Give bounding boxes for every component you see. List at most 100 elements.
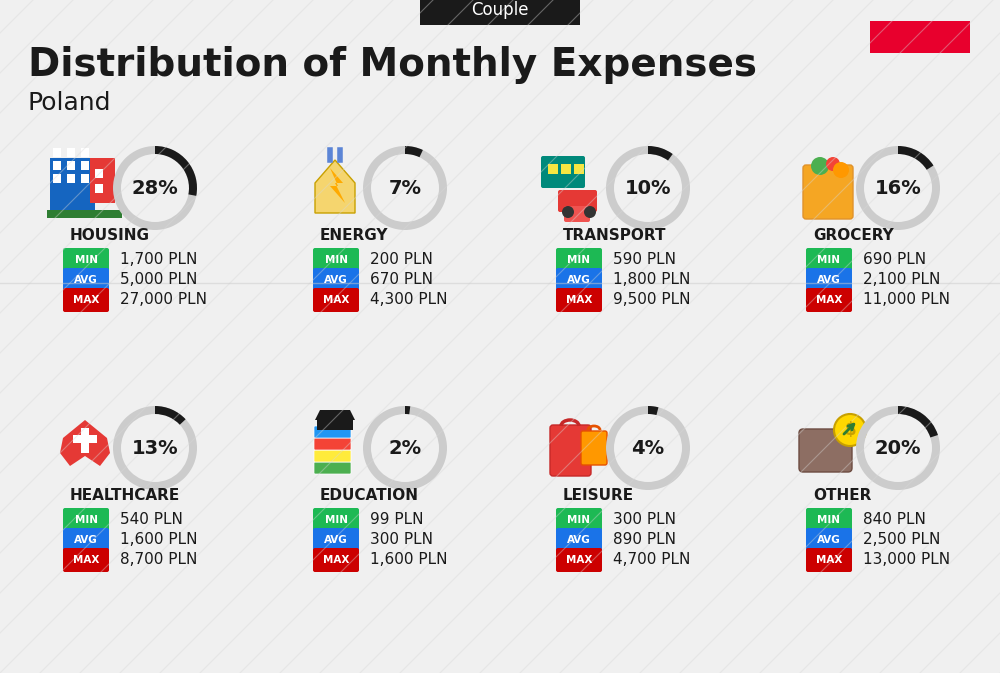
Text: 1,700 PLN: 1,700 PLN <box>120 252 197 267</box>
FancyBboxPatch shape <box>420 0 580 25</box>
Text: MAX: MAX <box>73 555 99 565</box>
FancyBboxPatch shape <box>574 164 584 174</box>
Text: MIN: MIN <box>324 515 348 525</box>
Text: AVG: AVG <box>74 535 98 545</box>
Text: AVG: AVG <box>324 535 348 545</box>
Text: MIN: MIN <box>74 255 98 265</box>
Text: MAX: MAX <box>566 555 592 565</box>
Text: 10%: 10% <box>625 178 671 197</box>
Text: AVG: AVG <box>324 275 348 285</box>
FancyBboxPatch shape <box>95 169 103 178</box>
Polygon shape <box>315 160 355 213</box>
Circle shape <box>584 206 596 218</box>
FancyBboxPatch shape <box>314 438 351 450</box>
Text: LEISURE: LEISURE <box>563 489 634 503</box>
Text: 20%: 20% <box>875 439 921 458</box>
Text: AVG: AVG <box>567 275 591 285</box>
Text: 300 PLN: 300 PLN <box>370 532 433 548</box>
Text: MAX: MAX <box>816 555 842 565</box>
Text: AVG: AVG <box>817 535 841 545</box>
Text: MIN: MIN <box>818 255 840 265</box>
Wedge shape <box>606 146 690 230</box>
FancyBboxPatch shape <box>558 190 597 212</box>
FancyBboxPatch shape <box>67 174 75 183</box>
Text: 16%: 16% <box>875 178 921 197</box>
Wedge shape <box>856 406 940 490</box>
Text: 13%: 13% <box>132 439 178 458</box>
Text: 2,100 PLN: 2,100 PLN <box>863 273 940 287</box>
FancyBboxPatch shape <box>806 548 852 572</box>
Text: HOUSING: HOUSING <box>70 229 150 244</box>
FancyBboxPatch shape <box>63 248 109 272</box>
Text: $: $ <box>844 421 856 439</box>
FancyBboxPatch shape <box>50 158 95 213</box>
FancyBboxPatch shape <box>313 288 359 312</box>
Wedge shape <box>113 406 197 490</box>
Text: 4,700 PLN: 4,700 PLN <box>613 553 690 567</box>
FancyBboxPatch shape <box>81 161 89 170</box>
FancyBboxPatch shape <box>63 508 109 532</box>
Text: Poland: Poland <box>28 91 112 115</box>
Text: MIN: MIN <box>74 515 98 525</box>
Text: 300 PLN: 300 PLN <box>613 513 676 528</box>
Circle shape <box>811 157 829 175</box>
Text: 27,000 PLN: 27,000 PLN <box>120 293 207 308</box>
Polygon shape <box>330 168 345 203</box>
FancyBboxPatch shape <box>53 161 61 170</box>
FancyBboxPatch shape <box>556 268 602 292</box>
FancyBboxPatch shape <box>53 174 61 183</box>
Polygon shape <box>315 410 355 420</box>
Text: 890 PLN: 890 PLN <box>613 532 676 548</box>
Wedge shape <box>856 146 940 230</box>
Wedge shape <box>155 406 186 425</box>
Text: 8,700 PLN: 8,700 PLN <box>120 553 197 567</box>
FancyBboxPatch shape <box>63 528 109 552</box>
Text: 4,300 PLN: 4,300 PLN <box>370 293 448 308</box>
FancyBboxPatch shape <box>63 288 109 312</box>
FancyBboxPatch shape <box>806 288 852 312</box>
Text: GROCERY: GROCERY <box>813 229 894 244</box>
Circle shape <box>833 162 849 178</box>
Wedge shape <box>648 406 658 415</box>
FancyBboxPatch shape <box>47 210 122 218</box>
Text: 670 PLN: 670 PLN <box>370 273 433 287</box>
Text: 99 PLN: 99 PLN <box>370 513 424 528</box>
FancyBboxPatch shape <box>806 248 852 272</box>
Text: MAX: MAX <box>816 295 842 305</box>
FancyBboxPatch shape <box>81 428 89 453</box>
Text: 2%: 2% <box>388 439 422 458</box>
Text: 5,000 PLN: 5,000 PLN <box>120 273 197 287</box>
FancyBboxPatch shape <box>317 420 353 430</box>
FancyBboxPatch shape <box>556 248 602 272</box>
FancyBboxPatch shape <box>95 184 103 193</box>
Text: 9,500 PLN: 9,500 PLN <box>613 293 690 308</box>
FancyBboxPatch shape <box>806 268 852 292</box>
Text: TRANSPORT: TRANSPORT <box>563 229 666 244</box>
FancyBboxPatch shape <box>799 429 852 472</box>
Text: AVG: AVG <box>74 275 98 285</box>
FancyBboxPatch shape <box>550 425 591 476</box>
FancyBboxPatch shape <box>313 528 359 552</box>
FancyBboxPatch shape <box>803 165 853 219</box>
Wedge shape <box>648 146 673 160</box>
FancyBboxPatch shape <box>561 164 571 174</box>
Text: 540 PLN: 540 PLN <box>120 513 183 528</box>
Circle shape <box>834 414 866 446</box>
Text: MIN: MIN <box>818 515 840 525</box>
Text: 840 PLN: 840 PLN <box>863 513 926 528</box>
Text: 2,500 PLN: 2,500 PLN <box>863 532 940 548</box>
Text: ENERGY: ENERGY <box>320 229 388 244</box>
Text: OTHER: OTHER <box>813 489 871 503</box>
Circle shape <box>562 206 574 218</box>
Wedge shape <box>113 146 197 230</box>
Text: MAX: MAX <box>323 295 349 305</box>
Text: 590 PLN: 590 PLN <box>613 252 676 267</box>
Text: 200 PLN: 200 PLN <box>370 252 433 267</box>
Wedge shape <box>155 146 197 196</box>
FancyBboxPatch shape <box>81 174 89 183</box>
FancyBboxPatch shape <box>81 148 89 157</box>
FancyBboxPatch shape <box>806 528 852 552</box>
FancyBboxPatch shape <box>564 206 590 222</box>
Wedge shape <box>606 406 690 490</box>
Text: 690 PLN: 690 PLN <box>863 252 926 267</box>
